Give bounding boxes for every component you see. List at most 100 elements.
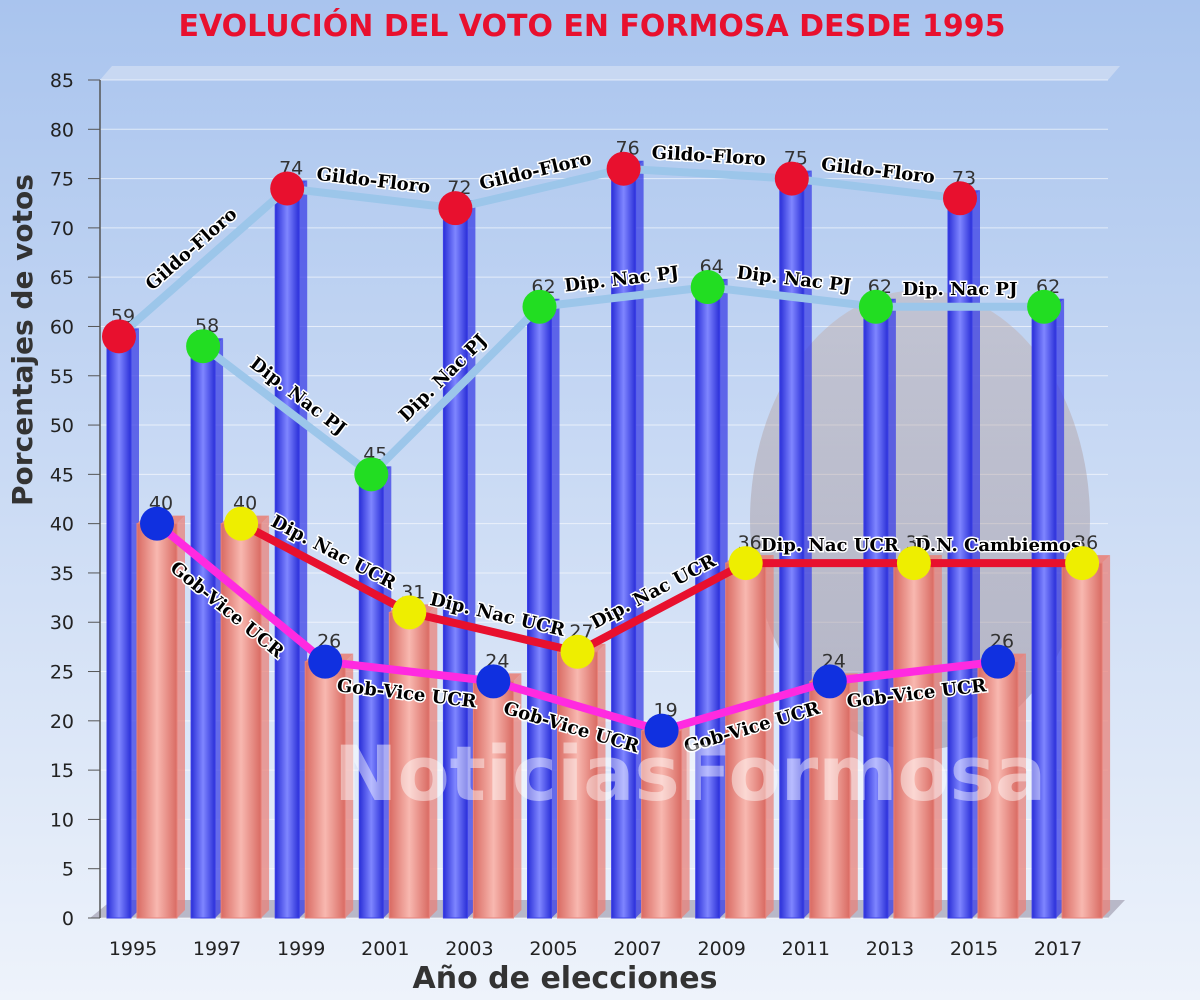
bar [641,730,683,919]
dot [224,506,259,541]
bar-side [429,604,438,918]
y-tick-label: 70 [50,218,74,240]
bar [977,661,1019,919]
y-tick-label: 45 [50,464,74,486]
segment-label: Dip. Nac UCR [761,535,900,556]
dot [644,713,679,748]
y-tick-label: 25 [50,662,74,684]
y-axis-label: Porcentajes de votos [6,174,39,506]
x-tick-label: 1997 [193,938,241,960]
bar-side [933,555,942,918]
bar [442,207,468,919]
dot [560,634,595,669]
bar-side [177,515,185,918]
dot [1027,289,1062,324]
bar-side [849,673,858,918]
x-tick-label: 2015 [950,938,998,960]
bar-side [1102,555,1111,918]
dot [774,161,809,196]
bar [725,562,767,919]
bar-side [261,515,270,918]
x-tick-label: 2003 [445,938,493,960]
x-tick-label: 2011 [782,938,830,960]
line [154,520,999,735]
watermark: NoticiasFormosa [334,729,1046,818]
bar-side [765,555,774,918]
photo [750,290,1090,750]
dot [140,506,174,541]
bar-side [513,673,522,918]
dot [186,329,221,364]
y-tick-label: 65 [50,267,74,289]
bar [893,562,935,919]
bar [557,651,598,919]
x-axis-label: Año de elecciones [413,961,718,996]
bar-side [345,653,354,918]
dot [896,546,931,581]
x-tick-label: 1999 [277,938,325,960]
x-tick-label: 2005 [529,938,577,960]
dot [438,191,473,226]
y-tick-label: 15 [50,760,74,782]
dot [943,181,977,216]
bar [388,611,430,919]
bar [358,473,384,919]
dot [981,644,1015,679]
line [116,164,961,340]
bar [190,345,216,919]
bar [304,661,346,919]
bar-side [1018,653,1026,918]
line [200,283,1045,479]
bar [863,306,889,919]
bar [695,286,721,919]
segment-label: D.N. Cambiemos [915,535,1081,556]
dot [606,151,641,186]
dot [522,289,557,324]
y-tick-label: 50 [50,415,74,437]
segment-label: Dip. Nac PJ [903,279,1018,300]
dot [308,644,343,679]
y-tick-label: 80 [50,119,74,141]
bar [136,523,178,919]
y-tick-label: 20 [50,711,74,733]
dot [476,664,511,699]
dot [392,595,427,630]
y-tick-label: 5 [62,859,74,881]
x-tick-label: 1995 [109,938,157,960]
bar [809,680,851,919]
bar-side [681,722,690,918]
x-tick-label: 2013 [866,938,914,960]
y-tick-label: 40 [50,514,74,536]
x-tick-label: 2017 [1034,938,1082,960]
y-tick-label: 60 [50,316,74,338]
bar [1061,562,1103,919]
y-tick-label: 30 [50,612,74,634]
bar [947,197,973,919]
chart-title: EVOLUCIÓN DEL VOTO EN FORMOSA DESDE 1995 [179,7,1006,44]
y-tick-label: 55 [50,366,74,388]
dot [812,664,847,699]
dot [690,270,725,305]
dot [102,319,136,354]
y-tick-label: 10 [50,809,74,831]
dot [728,546,763,581]
x-tick-label: 2001 [361,938,409,960]
y-tick-label: 0 [62,908,74,930]
dot [1065,546,1100,581]
dot [270,171,305,206]
bar [106,335,132,919]
line [239,520,1083,656]
bar [1031,306,1057,919]
x-tick-label: 2007 [613,938,661,960]
bar [472,680,514,919]
x-tick-label: 2009 [698,938,746,960]
bar [527,306,552,919]
y-tick-label: 85 [50,70,74,92]
y-tick-label: 35 [50,563,74,585]
wall-top [100,66,1120,80]
dot [858,289,893,324]
dot [354,457,389,492]
y-tick-label: 75 [50,169,74,191]
